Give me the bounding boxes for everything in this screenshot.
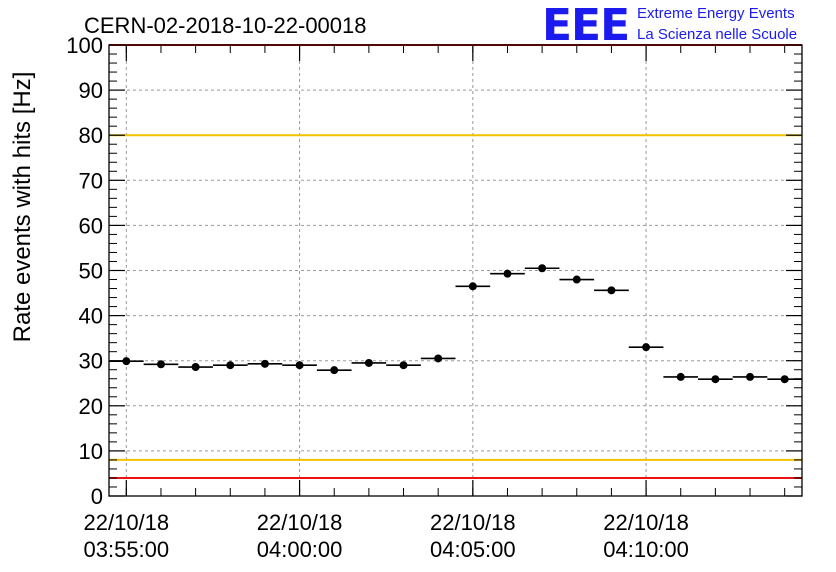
y-tick-label: 0 xyxy=(91,484,103,509)
data-point xyxy=(572,275,581,284)
x-tick-time: 04:05:00 xyxy=(430,537,516,562)
y-axis-label: Rate events with hits [Hz] xyxy=(9,72,36,343)
x-tick-date: 22/10/18 xyxy=(257,510,343,535)
y-tick-label: 70 xyxy=(79,168,103,193)
data-point xyxy=(364,358,373,367)
y-tick-label: 90 xyxy=(79,78,103,103)
data-point xyxy=(226,361,235,370)
logo-letters: EEE xyxy=(542,0,629,51)
x-tick-time: 04:10:00 xyxy=(603,537,689,562)
data-point xyxy=(538,264,547,273)
tick-labels: 010203040506070809010022/10/1803:55:0022… xyxy=(66,33,689,562)
logo-line-1: Extreme Energy Events xyxy=(637,5,795,22)
chart-title: CERN-02-2018-10-22-00018 xyxy=(84,13,367,38)
data-points xyxy=(109,264,802,384)
y-tick-label: 40 xyxy=(79,304,103,329)
x-tick-time: 04:00:00 xyxy=(257,537,343,562)
data-point xyxy=(468,282,477,291)
data-point xyxy=(156,360,165,369)
x-tick-time: 03:55:00 xyxy=(84,537,170,562)
y-tick-label: 60 xyxy=(79,213,103,238)
data-point xyxy=(642,343,651,352)
y-tick-label: 50 xyxy=(79,259,103,284)
y-tick-label: 100 xyxy=(66,33,103,58)
data-point xyxy=(676,372,685,381)
data-point xyxy=(434,354,443,363)
y-tick-label: 20 xyxy=(79,394,103,419)
data-point xyxy=(330,366,339,375)
data-point xyxy=(503,269,512,278)
data-point xyxy=(746,372,755,381)
data-point xyxy=(399,361,408,370)
x-tick-date: 22/10/18 xyxy=(603,510,689,535)
data-point xyxy=(191,363,200,372)
x-tick-date: 22/10/18 xyxy=(430,510,516,535)
axis-ticks xyxy=(109,44,802,497)
y-tick-label: 80 xyxy=(79,123,103,148)
data-point xyxy=(711,375,720,384)
data-point xyxy=(122,357,131,366)
eee-logo: EEE Extreme Energy Events La Scienza nel… xyxy=(542,0,797,51)
data-point xyxy=(607,286,616,295)
data-point xyxy=(780,375,789,384)
logo-line-2: La Scienza nelle Scuole xyxy=(637,26,797,43)
x-tick-date: 22/10/18 xyxy=(84,510,170,535)
data-point xyxy=(295,361,304,370)
y-tick-label: 30 xyxy=(79,349,103,374)
y-tick-label: 10 xyxy=(79,439,103,464)
data-point xyxy=(260,359,269,368)
